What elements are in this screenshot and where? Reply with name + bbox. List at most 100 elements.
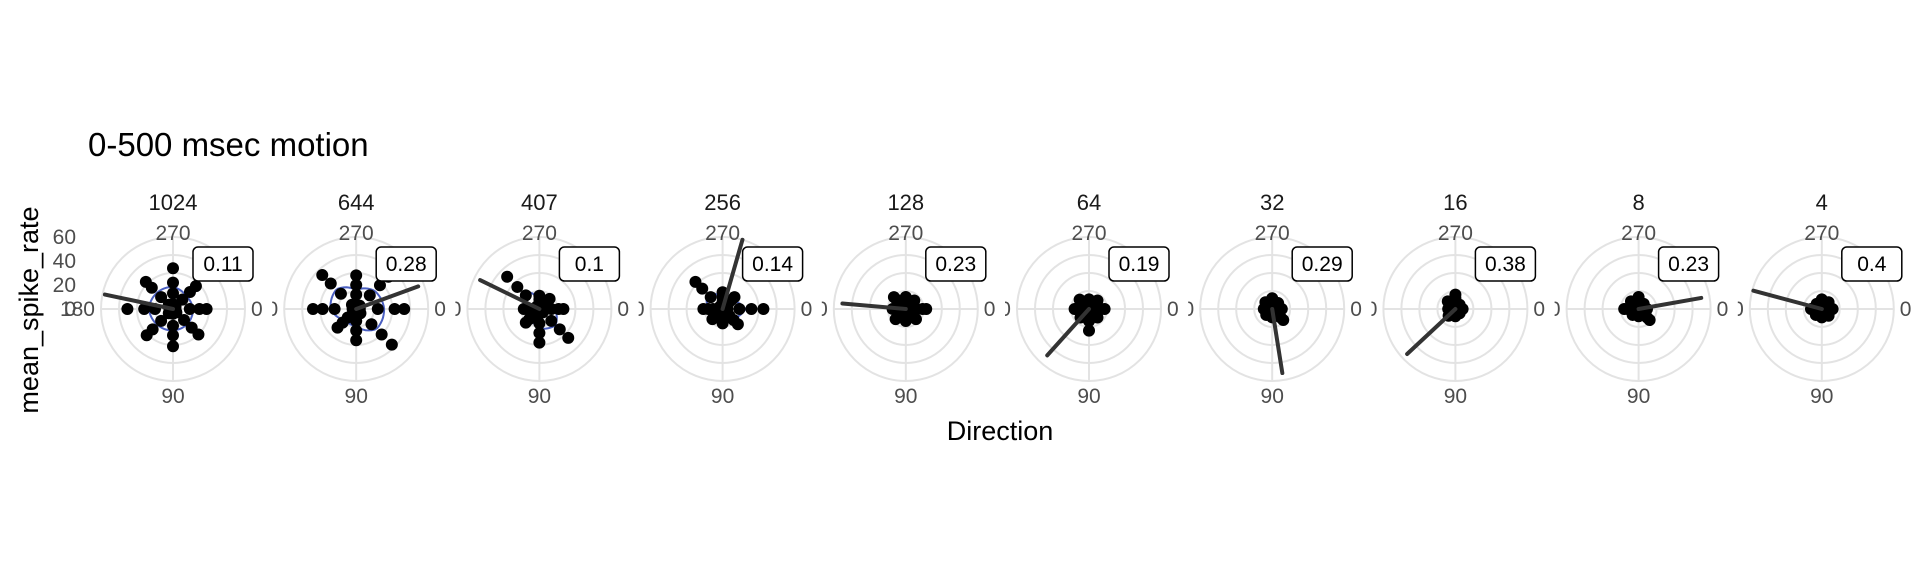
theta-tick-label: 0 xyxy=(251,298,263,321)
data-point xyxy=(1098,303,1111,315)
data-point xyxy=(704,291,717,304)
theta-tick-label: 0 xyxy=(617,298,629,321)
theta-tick-label: 90 xyxy=(528,385,551,408)
value-label-box xyxy=(558,246,621,282)
data-point xyxy=(385,338,398,351)
facet-panel: 4 270 0 90 180 0.4 xyxy=(1709,190,1912,408)
theta-tick-label: 270 xyxy=(1438,222,1473,245)
data-point xyxy=(350,334,363,347)
data-point xyxy=(167,287,179,300)
data-point xyxy=(371,303,384,315)
facet-panel: 16 270 0 90 180 0.38 xyxy=(1371,190,1545,408)
theta-tick-label: 0 xyxy=(1533,298,1545,321)
facet-panel: 407 270 0 90 180 0.1 xyxy=(455,190,629,408)
data-point xyxy=(557,303,570,315)
theta-tick-label: 180 xyxy=(1709,298,1744,321)
value-label: 0.23 xyxy=(935,253,976,276)
facet-panel: 128 270 0 90 180 0.23 xyxy=(822,190,996,408)
data-point xyxy=(689,275,702,288)
value-label: 0.11 xyxy=(203,253,242,276)
data-point xyxy=(533,317,546,330)
data-point xyxy=(533,327,546,339)
theta-tick-label: 0 xyxy=(1717,298,1729,321)
facet-label: 64 xyxy=(1077,190,1101,215)
value-label: 0.28 xyxy=(386,253,427,276)
data-point xyxy=(1449,288,1462,301)
data-point xyxy=(167,262,179,275)
data-point xyxy=(373,279,386,292)
radial-tick-label: 60 xyxy=(53,226,76,249)
theta-tick-label: 90 xyxy=(161,385,184,408)
theta-tick-label: 180 xyxy=(976,298,1011,321)
data-point xyxy=(887,291,900,304)
facet-panels: 10242700901800.1102040606442700901800.28… xyxy=(53,190,1912,408)
data-point xyxy=(545,314,558,327)
facet-label: 8 xyxy=(1632,190,1644,215)
theta-tick-label: 90 xyxy=(1261,385,1284,408)
data-point xyxy=(533,336,546,349)
data-point xyxy=(889,313,902,326)
data-point xyxy=(138,303,151,315)
value-label: 0.29 xyxy=(1302,253,1343,276)
data-point xyxy=(307,303,319,315)
facet-panel: 256 270 0 90 180 0.14 xyxy=(639,190,813,408)
theta-tick-label: 180 xyxy=(243,298,278,321)
data-point xyxy=(519,289,532,302)
facet-label: 1024 xyxy=(149,190,198,215)
theta-tick-label: 0 xyxy=(801,298,813,321)
facet-label: 16 xyxy=(1443,190,1467,215)
data-point xyxy=(909,313,922,326)
facet-panel: 64 270 0 90 180 0.19 xyxy=(976,190,1179,408)
chart-title: 0-500 msec motion xyxy=(88,126,369,163)
value-label-box xyxy=(1841,246,1903,282)
theta-tick-label: 90 xyxy=(1810,385,1833,408)
facet-label: 32 xyxy=(1260,190,1284,215)
y-axis-label: mean_spike_rate xyxy=(14,206,44,413)
data-point xyxy=(908,294,921,307)
data-point xyxy=(733,303,746,315)
data-point xyxy=(331,321,344,334)
theta-tick-label: 90 xyxy=(1627,385,1650,408)
theta-tick-label: 270 xyxy=(522,222,557,245)
data-point xyxy=(375,328,388,341)
mean-vector xyxy=(720,237,745,311)
value-label: 0.4 xyxy=(1857,253,1887,276)
value-label-box xyxy=(925,246,987,282)
theta-tick-label: 0 xyxy=(434,298,446,321)
value-label: 0.1 xyxy=(575,253,604,276)
theta-tick-label: 90 xyxy=(1444,385,1467,408)
theta-tick-label: 270 xyxy=(705,222,740,245)
data-point xyxy=(140,329,153,342)
value-label-box xyxy=(1291,246,1353,282)
data-point xyxy=(365,318,378,331)
mean-vector xyxy=(478,278,542,311)
data-point xyxy=(1272,297,1285,310)
data-point xyxy=(745,303,758,315)
mean-vector xyxy=(102,292,175,311)
mean-vector xyxy=(1405,307,1458,357)
mean-vector xyxy=(1636,295,1704,311)
data-point xyxy=(167,329,179,342)
theta-tick-label: 90 xyxy=(711,385,734,408)
value-label-box xyxy=(1474,246,1537,282)
data-point xyxy=(1091,294,1104,307)
theta-tick-label: 0 xyxy=(1900,298,1912,321)
data-point xyxy=(324,277,337,290)
mean-vector xyxy=(840,301,908,311)
facet-label: 4 xyxy=(1816,190,1828,215)
data-point xyxy=(517,303,530,315)
data-point xyxy=(350,269,363,282)
data-point xyxy=(697,303,710,315)
data-point xyxy=(167,276,179,289)
mean-vector xyxy=(1751,288,1824,311)
theta-tick-label: 90 xyxy=(345,385,368,408)
theta-tick-label: 270 xyxy=(155,222,190,245)
data-point xyxy=(316,303,329,315)
radial-tick-label: 40 xyxy=(53,250,76,273)
theta-tick-label: 270 xyxy=(1255,222,1290,245)
data-point xyxy=(1277,314,1290,327)
value-label-box xyxy=(741,246,804,282)
facet-label: 644 xyxy=(338,190,375,215)
data-point xyxy=(167,319,179,332)
value-label: 0.14 xyxy=(752,253,793,276)
